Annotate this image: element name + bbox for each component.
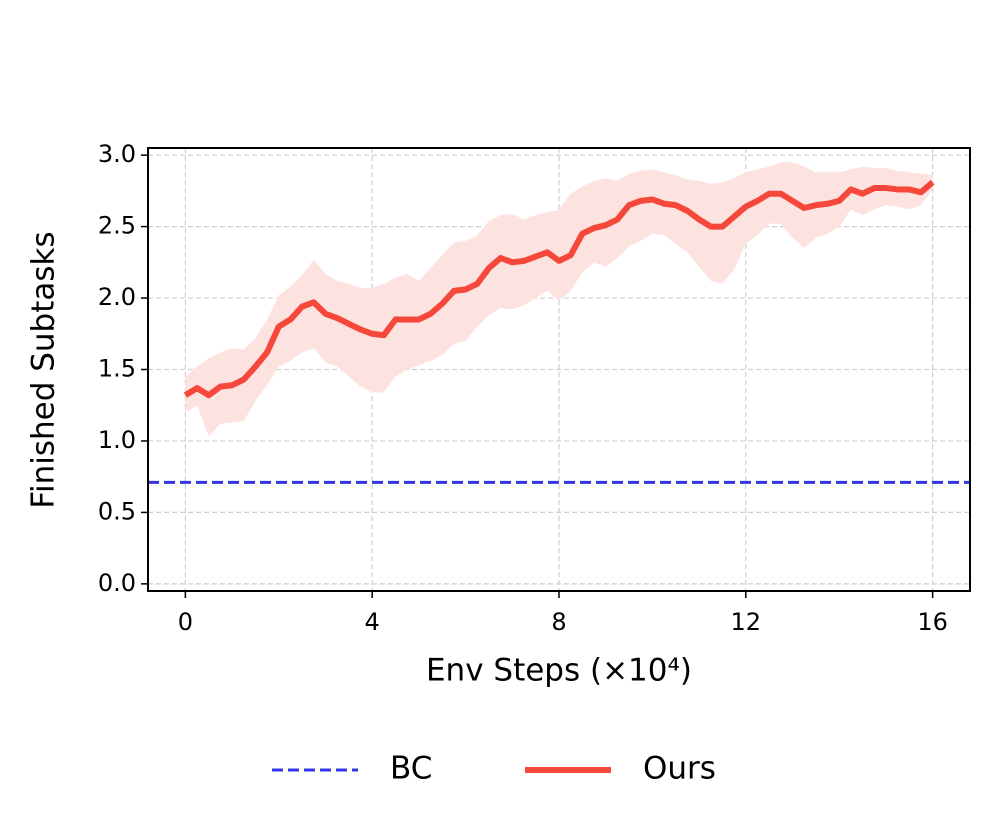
y-tick-label: 1.5 xyxy=(98,355,136,383)
x-tick-label: 16 xyxy=(917,608,948,636)
x-axis-label: Env Steps (×10⁴) xyxy=(426,653,692,689)
line xyxy=(183,180,935,399)
y-tick-label: 2.5 xyxy=(98,212,136,240)
legend-label: Ours xyxy=(643,751,716,787)
y-tick-label: 0.5 xyxy=(98,497,136,525)
x-tick-label: 12 xyxy=(731,608,762,636)
x-tick-label: 8 xyxy=(551,608,566,636)
y-tick-label: 1.0 xyxy=(98,426,136,454)
y-tick-label: 2.0 xyxy=(98,283,136,311)
plot-frame xyxy=(147,147,971,592)
legend-label: BC xyxy=(390,751,432,787)
y-axis-label: Finished Subtasks xyxy=(26,231,62,508)
y-tick-label: 3.0 xyxy=(98,140,136,168)
x-tick-label: 0 xyxy=(178,608,193,636)
y-tick-label: 0.0 xyxy=(98,569,136,597)
confidence-band xyxy=(185,162,933,437)
x-tick-label: 4 xyxy=(365,608,380,636)
